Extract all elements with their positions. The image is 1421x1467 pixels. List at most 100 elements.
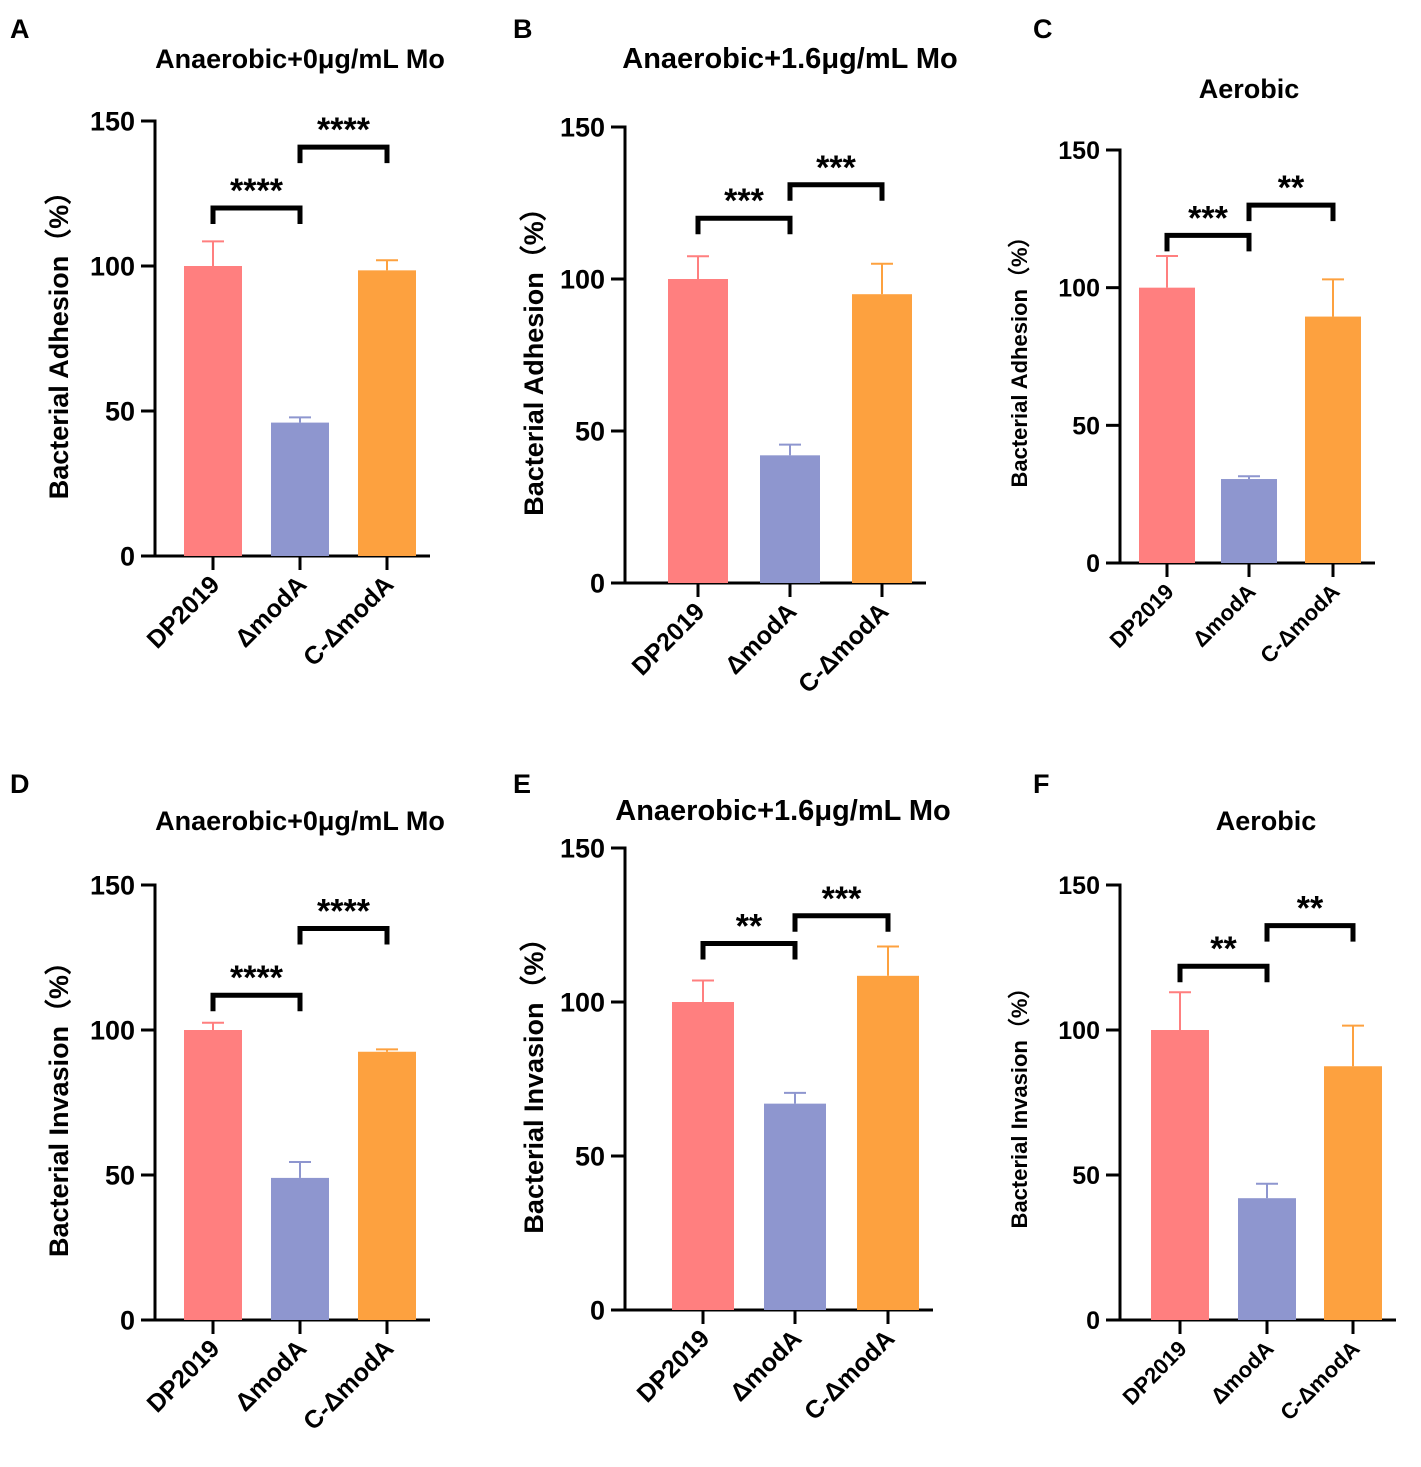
significance-label: **: [1210, 930, 1237, 968]
chart-title: Anaerobic+1.6μg/mL Mo: [615, 795, 950, 827]
significance-label: **: [1297, 890, 1324, 928]
bar-DP2019: [1139, 287, 1195, 563]
x-tick-label: ΔmodA: [720, 597, 803, 680]
bar-ΔmodA: [271, 1177, 329, 1320]
significance-label: ***: [1188, 199, 1228, 237]
x-tick-label: DP2019: [1118, 1336, 1192, 1410]
significance-bracket: [700, 940, 798, 960]
significance-label: ****: [317, 111, 371, 149]
y-tick-label: 0: [590, 1296, 605, 1326]
bar-C-ΔmodA: [358, 270, 416, 556]
chart-title: Anaerobic+0μg/mL Mo: [155, 806, 445, 836]
y-tick-label: 0: [1086, 1307, 1100, 1335]
y-tick-label: 100: [560, 265, 605, 295]
x-tick-label: ΔmodA: [1188, 579, 1261, 652]
bar-DP2019: [1151, 1030, 1209, 1320]
y-tick-label: 150: [90, 871, 135, 901]
x-tick-label: DP2019: [627, 597, 711, 681]
panel-letter: A: [10, 14, 30, 44]
significance-bracket: [1264, 923, 1356, 942]
y-tick-label: 50: [575, 1142, 605, 1172]
x-tick-label: DP2019: [1105, 579, 1179, 653]
x-tick-label: DP2019: [142, 1334, 226, 1418]
x-tick-label: ΔmodA: [230, 570, 313, 653]
bar-DP2019: [672, 1002, 734, 1310]
y-tick-label: 100: [90, 252, 135, 282]
x-tick-label: DP2019: [142, 570, 226, 654]
bar-DP2019: [184, 266, 242, 556]
y-axis-label: Bacterial Invasion（%）: [519, 924, 549, 1233]
significance-bracket: [297, 144, 390, 164]
panel-D: D Anaerobic+0μg/mL Mo Bacterial Invasion（%…: [10, 769, 445, 1436]
y-tick-label: 100: [90, 1016, 135, 1046]
chart-title: Anaerobic+1.6μg/mL Mo: [622, 43, 957, 75]
significance-bracket: [1246, 202, 1336, 222]
bar-ΔmodA: [1221, 479, 1277, 563]
y-tick-label: 150: [90, 107, 135, 137]
y-tick-label: 50: [575, 417, 605, 447]
x-tick-label: ΔmodA: [725, 1324, 808, 1407]
y-tick-label: 0: [1086, 550, 1100, 578]
x-tick-label: DP2019: [632, 1324, 716, 1408]
bar-C-ΔmodA: [358, 1051, 416, 1320]
y-axis-label: Bacterial Adhesion（%）: [1007, 225, 1032, 487]
bar-C-ΔmodA: [857, 975, 919, 1310]
y-tick-label: 50: [105, 397, 135, 427]
bar-C-ΔmodA: [852, 294, 912, 583]
y-tick-label: 150: [560, 113, 605, 143]
panel-letter: F: [1033, 769, 1050, 799]
y-tick-label: 0: [590, 569, 605, 599]
panel-letter: C: [1033, 14, 1053, 44]
significance-bracket: [297, 926, 390, 945]
chart-title: Aerobic: [1199, 74, 1300, 104]
y-tick-label: 150: [1058, 872, 1100, 900]
panel-B: B Anaerobic+1.6μg/mL Mo Bacterial Adhesion…: [513, 14, 958, 699]
x-tick-label: C-ΔmodA: [298, 1334, 399, 1435]
y-axis-label: Bacterial Invasion（%）: [1007, 977, 1032, 1229]
y-tick-label: 0: [120, 1306, 135, 1336]
bar-DP2019: [184, 1030, 242, 1320]
significance-label: ****: [230, 959, 284, 997]
significance-bracket: [695, 215, 793, 235]
significance-label: **: [1278, 169, 1305, 207]
x-tick-label: C-ΔmodA: [1275, 1336, 1364, 1425]
significance-label: ****: [317, 893, 371, 931]
x-tick-label: C-ΔmodA: [298, 570, 399, 671]
y-axis-label: Bacterial Invasion（%）: [44, 948, 74, 1257]
panel-letter: D: [10, 769, 30, 799]
significance-bracket: [792, 913, 891, 932]
panel-letter: B: [513, 14, 533, 44]
bar-DP2019: [668, 279, 728, 583]
significance-bracket: [210, 992, 303, 1012]
panel-E: E Anaerobic+1.6μg/mL Mo Bacterial Invasion…: [513, 769, 951, 1426]
x-tick-label: C-ΔmodA: [799, 1324, 900, 1425]
x-tick-label: C-ΔmodA: [1255, 579, 1344, 668]
y-tick-label: 100: [1058, 275, 1100, 303]
x-tick-label: C-ΔmodA: [793, 597, 894, 698]
panel-C: C Aerobic Bacterial Adhesion（%） 0 50 100 150 DP…: [1007, 14, 1375, 668]
bar-C-ΔmodA: [1324, 1066, 1382, 1320]
x-tick-label: ΔmodA: [1206, 1336, 1279, 1409]
significance-label: ***: [816, 149, 856, 187]
y-axis-label: Bacterial Adhesion（%）: [519, 194, 549, 516]
panel-F: F Aerobic Bacterial Invasion（%） 0 50 100 150 DP…: [1007, 769, 1396, 1425]
y-tick-label: 100: [560, 988, 605, 1018]
significance-bracket: [1177, 963, 1270, 983]
x-tick-label: ΔmodA: [230, 1334, 313, 1417]
significance-bracket: [210, 205, 303, 224]
bar-C-ΔmodA: [1305, 316, 1361, 563]
significance-label: ***: [822, 880, 862, 918]
bar-ΔmodA: [760, 455, 820, 583]
y-tick-label: 150: [560, 834, 605, 864]
y-tick-label: 100: [1058, 1017, 1100, 1045]
significance-bracket: [787, 182, 885, 201]
panel-letter: E: [513, 769, 531, 799]
y-axis-label: Bacterial Adhesion（%）: [44, 178, 74, 500]
y-tick-label: 50: [105, 1161, 135, 1191]
significance-label: ****: [230, 172, 284, 210]
significance-label: **: [736, 907, 763, 945]
bar-ΔmodA: [271, 422, 329, 556]
bar-ΔmodA: [764, 1103, 826, 1310]
panel-A: A Anaerobic+0μg/mL Mo Bacterial Adhesion（%…: [10, 14, 445, 672]
